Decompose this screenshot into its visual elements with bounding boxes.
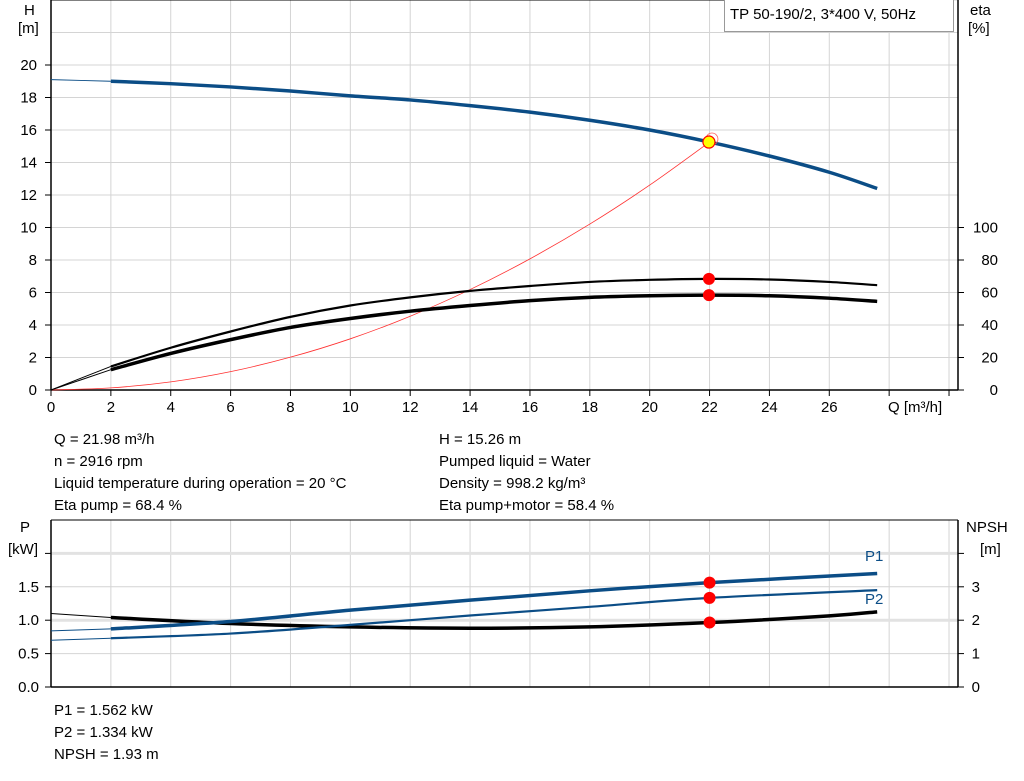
x-tick-label: 2 — [107, 399, 115, 416]
x-tick-label: 20 — [641, 399, 658, 416]
p1-label: P1 — [865, 548, 884, 565]
eta-axis-unit: [%] — [968, 20, 990, 37]
head-curve-extrapolated — [50, 79, 111, 82]
h-axis-unit: [m] — [18, 20, 39, 37]
p2-marker — [703, 591, 716, 604]
info-density: Density = 998.2 kg/m³ — [439, 475, 586, 492]
info-p1: P1 = 1.562 kW — [54, 702, 153, 719]
p2-curve-extrapolated — [50, 637, 111, 641]
x-tick-label: 24 — [761, 399, 778, 416]
y-tick-label: 12 — [20, 187, 37, 204]
y-tick-label: 0 — [29, 382, 37, 399]
duty-point-marker — [702, 135, 716, 149]
npsh-tick-label: 2 — [972, 612, 980, 629]
npsh-tick-label: 3 — [972, 579, 980, 596]
x-tick-label: 14 — [462, 399, 479, 416]
p-tick-label: 0.5 — [18, 646, 39, 663]
y-tick-label: 4 — [29, 317, 37, 334]
chart-title: TP 50-190/2, 3*400 V, 50Hz — [724, 0, 954, 32]
info-eta-total: Eta pump+motor = 58.4 % — [439, 497, 615, 514]
x-tick-label: 16 — [522, 399, 539, 416]
x-tick-label: 18 — [581, 399, 598, 416]
head-curve — [110, 79, 878, 191]
eta-total-curve — [110, 293, 878, 372]
p1-curve-extrapolated — [50, 628, 111, 632]
y-tick-label: 18 — [20, 90, 37, 107]
y-tick-label: 14 — [20, 155, 37, 172]
x-tick-label: 22 — [701, 399, 718, 416]
y-tick-label: 6 — [29, 285, 37, 302]
p1-curve — [110, 571, 878, 631]
p-tick-label: 0.0 — [18, 679, 39, 696]
x-tick-label: 10 — [342, 399, 359, 416]
npsh-curve-extrapolated — [50, 613, 111, 619]
p-tick-label: 1.5 — [18, 579, 39, 596]
y2-tick-label: 40 — [981, 317, 998, 334]
npsh-curve — [110, 610, 878, 630]
p-axis-label: P — [20, 519, 31, 536]
x-tick-label: 4 — [167, 399, 175, 416]
p2-label: P2 — [865, 591, 884, 608]
y2-tick-label: 80 — [981, 252, 998, 269]
info-p2: P2 = 1.334 kW — [54, 724, 153, 741]
y2-tick-label: 0 — [990, 382, 998, 399]
info-h: H = 15.26 m — [439, 431, 522, 448]
y-tick-label: 10 — [20, 220, 37, 237]
p-tick-label: 1.0 — [18, 612, 39, 629]
info-liquid: Pumped liquid = Water — [439, 453, 591, 470]
eta-pump-curve — [110, 277, 878, 368]
y2-tick-label: 100 — [973, 220, 998, 237]
system-curve — [50, 141, 710, 391]
x-tick-label: 26 — [821, 399, 838, 416]
x-tick-label: 8 — [286, 399, 294, 416]
eta-pump-marker — [702, 272, 715, 285]
eta-axis-label: eta — [970, 2, 991, 19]
info-eta-pump: Eta pump = 68.4 % — [54, 497, 182, 514]
p2-curve — [110, 589, 878, 640]
info-n: n = 2916 rpm — [54, 453, 143, 470]
h-axis-label: H — [24, 2, 35, 19]
x-tick-label: 6 — [226, 399, 234, 416]
x-tick-label: 0 — [47, 399, 55, 416]
info-q: Q = 21.98 m³/h — [54, 431, 155, 448]
eta-total-curve-extrapolated — [50, 369, 112, 391]
y2-tick-label: 20 — [981, 350, 998, 367]
x-tick-label: 12 — [402, 399, 419, 416]
y-tick-label: 8 — [29, 252, 37, 269]
eta-total-marker — [702, 289, 715, 302]
npsh-axis-label: NPSH — [966, 519, 1008, 536]
p1-marker — [703, 576, 716, 589]
y-tick-label: 20 — [20, 57, 37, 74]
info-temp: Liquid temperature during operation = 20… — [54, 475, 347, 492]
q-axis-label: Q [m³/h] — [888, 399, 943, 416]
info-npsh: NPSH = 1.93 m — [54, 746, 159, 763]
y-tick-label: 16 — [20, 122, 37, 139]
npsh-axis-unit: [m] — [980, 541, 1001, 558]
y2-tick-label: 60 — [981, 285, 998, 302]
p-axis-unit: [kW] — [8, 541, 38, 558]
y-tick-label: 2 — [29, 350, 37, 367]
npsh-tick-label: 1 — [972, 646, 980, 663]
npsh-marker — [703, 616, 716, 629]
npsh-tick-label: 0 — [972, 679, 980, 696]
